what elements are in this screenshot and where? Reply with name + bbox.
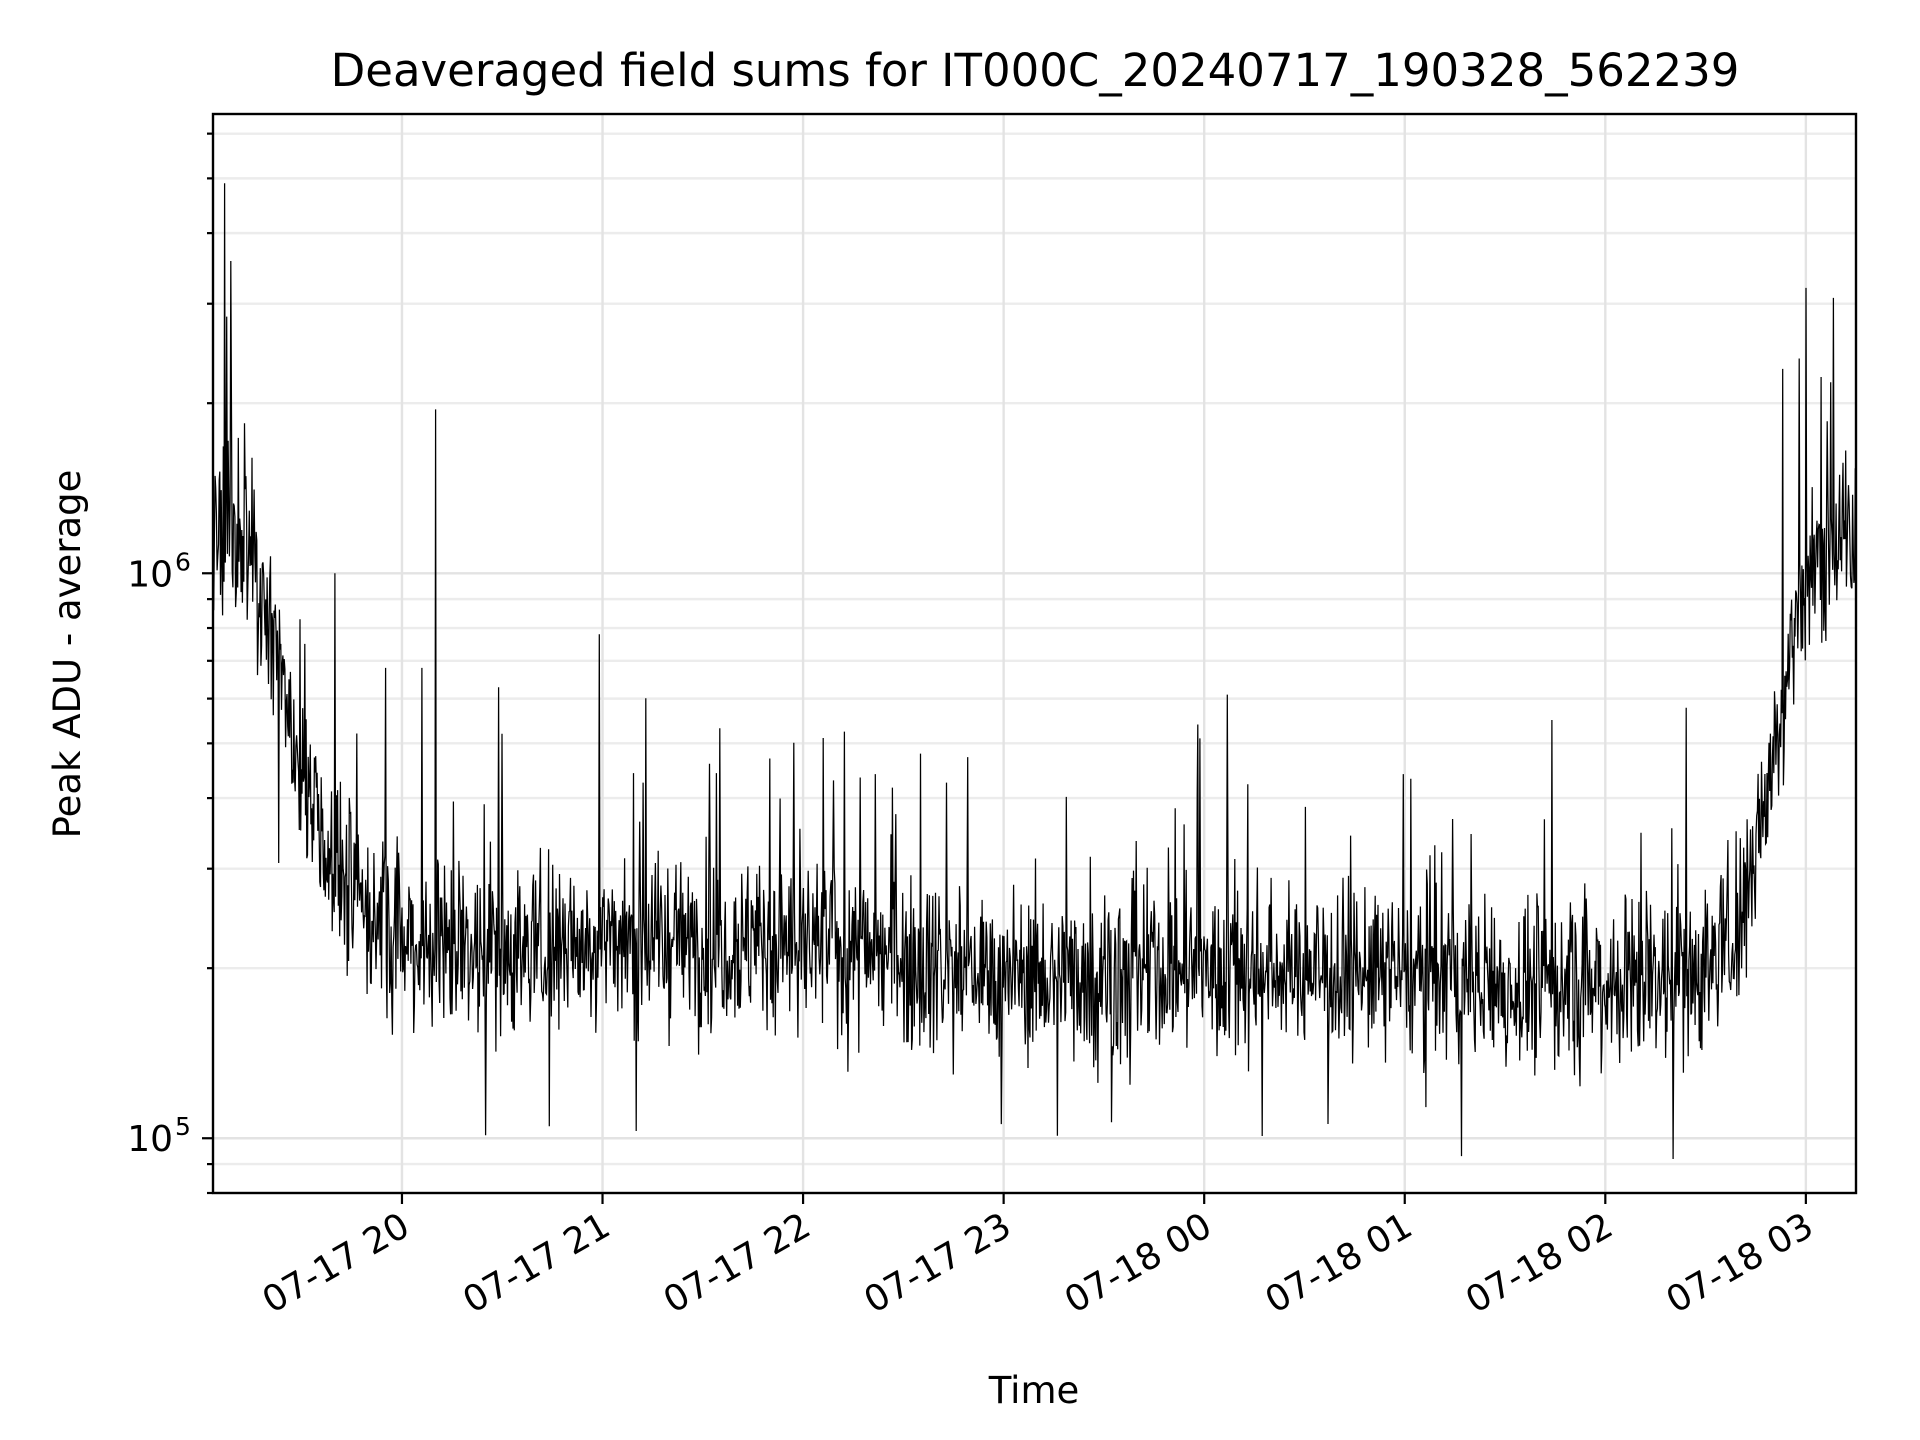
series-layer: [213, 183, 1856, 1160]
y-tick-label: 10: [127, 1119, 173, 1160]
y-axis-label: Peak ADU - average: [46, 470, 89, 839]
chart-title: Deaveraged field sums for IT000C_2024071…: [331, 44, 1740, 97]
plot-frame: [211, 112, 1858, 1195]
ticks: [202, 132, 1807, 1204]
series-line: [213, 183, 1856, 1160]
y-tick-label-exponent: 6: [175, 547, 191, 576]
y-tick-label: 10: [127, 554, 173, 595]
x-axis-label: Time: [988, 1369, 1080, 1412]
y-tick-label-exponent: 5: [175, 1112, 191, 1141]
